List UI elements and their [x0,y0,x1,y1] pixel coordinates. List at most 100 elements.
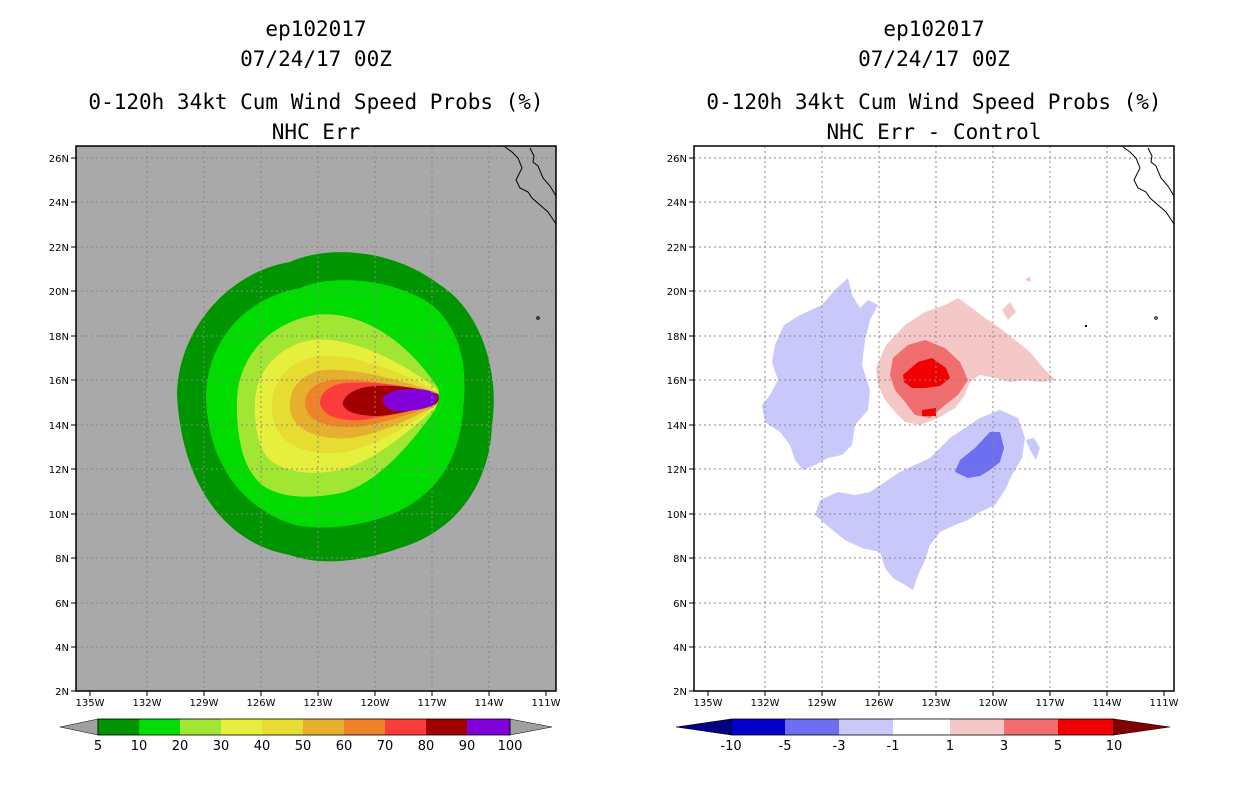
right-colorbar: -10 -5 -3 -1 1 3 5 10 [675,718,1171,754]
colorbar-label: 100 [498,739,523,754]
colorbar-swatch [426,719,467,735]
right-colorbar-high-arrow [1113,718,1171,736]
lat-label: 4N [55,643,69,654]
right-colorbar-low-arrow [675,718,732,736]
left-colorbar-low-arrow [59,718,99,736]
lat-label: 20N [49,287,69,298]
lat-label: 10N [49,510,69,521]
right-map: 26N 24N 22N 20N 18N 16N 14N 12N 10N 8N 6… [667,145,1179,754]
lon-label: 117W [1036,698,1065,709]
lon-label: 111W [532,698,561,709]
left-gridlines [76,146,556,691]
colorbar-label: -5 [779,739,792,754]
lat-label: 16N [667,376,687,387]
colorbar-label: 70 [377,739,394,754]
colorbar-swatch [344,719,385,735]
colorbar-swatch [893,719,950,735]
anomaly-pos-light-dot-1 [1002,302,1016,320]
colorbar-swatch [221,719,262,735]
lon-label: 123W [304,698,333,709]
lat-label: 8N [673,554,687,565]
lat-label: 12N [667,465,687,476]
left-plot-area [75,145,557,692]
lat-label: 4N [673,643,687,654]
right-storm-id: ep102017 [883,17,985,41]
colorbar-swatch [785,719,839,735]
right-coastline [1122,146,1175,225]
colorbar-swatch [139,719,180,735]
lat-label: 10N [667,510,687,521]
colorbar-label: 40 [254,739,271,754]
lat-label: 26N [667,154,687,165]
colorbar-label: 5 [1054,739,1062,754]
lat-label: 18N [667,332,687,343]
colorbar-swatch [1058,719,1114,735]
left-subtitle: NHC Err [271,120,361,144]
left-island [536,316,540,320]
left-coastline [504,146,557,225]
lat-label: 24N [667,198,687,209]
lat-label: 8N [55,554,69,565]
colorbar-label: 80 [418,739,435,754]
colorbar-swatch [262,719,303,735]
anomaly-neg-light-east [1026,438,1040,460]
lat-label: 2N [673,687,687,698]
colorbar-swatch [303,719,344,735]
left-colorbar-outline [97,718,511,736]
colorbar-label: 10 [1106,739,1123,754]
colorbar-label: 20 [172,739,189,754]
lat-label: 6N [55,599,69,610]
left-lon-labels: 135W 132W 129W 126W 123W 120W 117W 114W … [76,698,561,709]
colorbar-label: -10 [720,739,741,754]
right-datetime: 07/24/17 00Z [858,47,1010,71]
colorbar-swatch [731,719,785,735]
left-frame [75,145,557,692]
right-lat-labels: 26N 24N 22N 20N 18N 16N 14N 12N 10N 8N 6… [667,154,687,698]
lat-label: 12N [49,465,69,476]
right-lon-labels: 135W 132W 129W 126W 123W 120W 117W 114W … [694,698,1179,709]
colorbar-label: 1 [946,739,954,754]
left-map: 26N 24N 22N 20N 18N 16N 14N 12N 10N 8N 6… [49,145,561,754]
right-gridlines [694,146,1174,691]
lat-label: 2N [55,687,69,698]
lon-label: 123W [922,698,951,709]
right-colorbar-outline [730,718,1115,736]
left-baja-gulf-coast [529,147,557,197]
colorbar-swatch [839,719,893,735]
colorbar-label: 90 [459,739,476,754]
right-plot-area [693,145,1175,692]
lat-label: 18N [49,332,69,343]
colorbar-label: 5 [94,739,102,754]
colorbar-swatch [180,719,221,735]
lat-label: 14N [49,421,69,432]
anomaly-pos-light-dot-2 [1025,276,1031,282]
lon-label: 126W [247,698,276,709]
right-subtitle: NHC Err - Control [826,120,1042,144]
lat-label: 20N [667,287,687,298]
prob-contour-90 [382,389,438,412]
right-island [1154,316,1158,320]
lon-label: 135W [694,698,723,709]
lat-label: 16N [49,376,69,387]
lon-label: 132W [133,698,162,709]
colorbar-swatch [98,719,139,735]
left-product-title: 0-120h 34kt Cum Wind Speed Probs (%) [88,90,544,114]
colorbar-label: 3 [1000,739,1008,754]
colorbar-swatch [1004,719,1058,735]
lon-label: 114W [1093,698,1122,709]
right-frame [693,145,1175,692]
lon-label: 120W [361,698,390,709]
right-baja-gulf-coast [1147,147,1175,197]
left-colorbar-high-arrow [509,718,553,736]
lat-label: 26N [49,154,69,165]
anomaly-neg-medium [955,432,1004,478]
colorbar-label: -1 [887,739,900,754]
anomaly-neg-light-west [762,278,878,470]
colorbar-label: 60 [336,739,353,754]
lon-label: 135W [76,698,105,709]
lon-label: 114W [475,698,504,709]
lat-label: 14N [667,421,687,432]
colorbar-swatch [467,719,510,735]
lon-label: 126W [865,698,894,709]
left-lat-labels: 26N 24N 22N 20N 18N 16N 14N 12N 10N 8N 6… [49,154,69,698]
